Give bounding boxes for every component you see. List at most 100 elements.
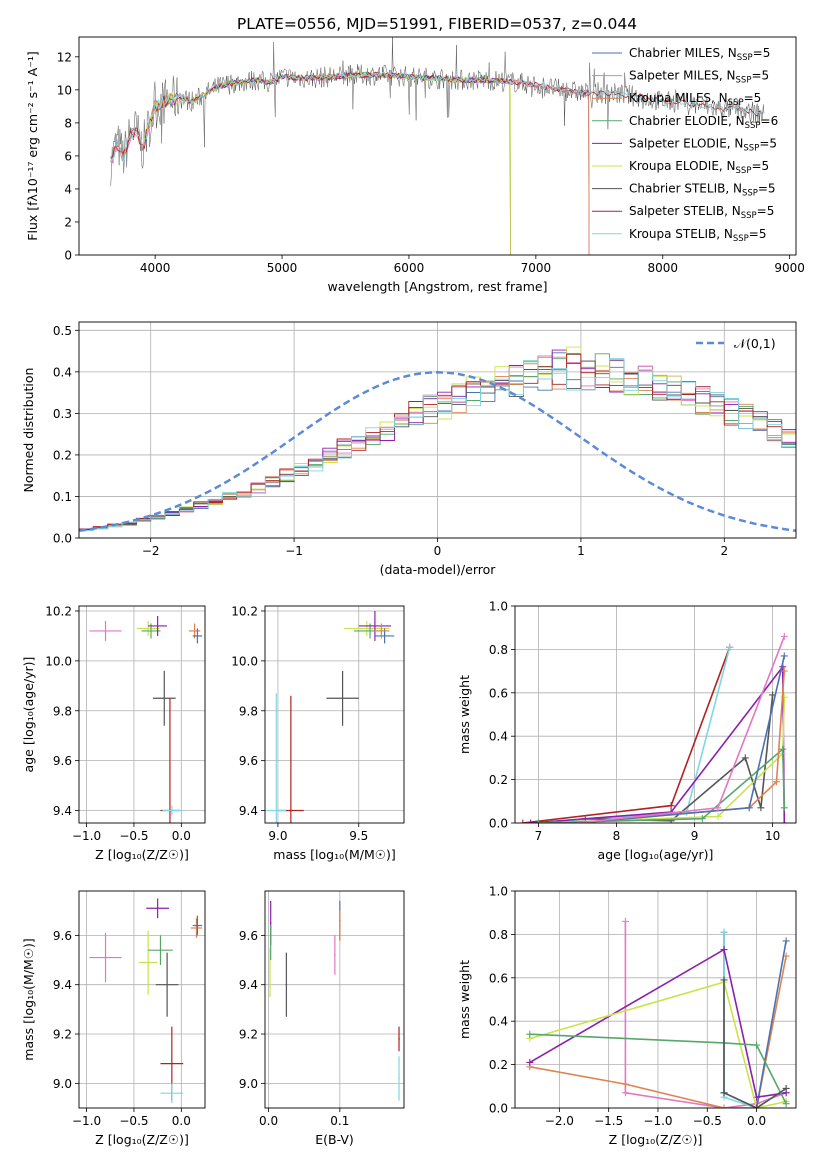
spectrum-ytick-label: 6	[64, 149, 72, 163]
weight-marker	[698, 815, 706, 823]
spectrum-ytick-label: 2	[64, 215, 72, 229]
age_vs_mass-ytick-label: 9.8	[239, 704, 258, 718]
weight-marker	[519, 819, 527, 823]
mass_weight_vs_age-xtick-label: 7	[535, 829, 543, 843]
spectrum-xtick-label: 6000	[394, 261, 425, 275]
spectrum-xlabel: wavelength [Angstrom, rest frame]	[327, 279, 547, 294]
age_vs_Z-ytick-label: 9.6	[53, 754, 72, 768]
mass_vs_Z-frame	[78, 890, 206, 1109]
mass_weight_vs_age-xlabel: age [log₁₀(age/yr)]	[598, 847, 714, 862]
age_vs_mass-ytick-label: 10.2	[231, 604, 258, 618]
mass_vs_Z-panel: −1.0 −0.5 0.0 9.0 9.2 9.4 9.6 Z [log₁₀(Z/Z☉)] ma…	[21, 890, 206, 1147]
mass_weight_vs_age-ytick-label: 0.8	[489, 643, 508, 657]
legend-suffix: =5	[744, 91, 762, 105]
weight-marker	[714, 804, 722, 812]
mass_vs_Z-xtick-label: 0.0	[172, 1114, 191, 1128]
age_vs_Z-ytick-label: 9.4	[53, 804, 72, 818]
weight-marker	[782, 937, 790, 945]
weight-marker	[621, 1089, 629, 1097]
mass_vs_Z-ylabel: mass [log₁₀(M/M☉)]	[21, 938, 36, 1060]
weight-marker	[780, 652, 788, 660]
weight-line-kroupa-elodie	[529, 981, 787, 1108]
mass_vs_ebv-panel: 0.0 0.1 9.0 9.2 9.4 9.6 E(B-V)	[239, 890, 405, 1147]
legend-entry: Kroupa ELODIE, NSSP=5	[629, 159, 769, 176]
spectrum-line-salpeter-elodie	[209, 71, 511, 255]
residuals-xtick-label: −2	[142, 544, 160, 558]
spectrum-ytick-label: 8	[64, 116, 72, 130]
mass_weight_vs_age-plot-area	[519, 632, 788, 823]
age_vs_mass-xtick-label: 9.5	[349, 829, 368, 843]
age_vs_mass-plot-area	[266, 610, 395, 823]
legend-entry: Salpeter ELODIE, NSSP=5	[629, 136, 777, 153]
residuals-ytick-label: 0.2	[53, 448, 72, 462]
weight-marker	[526, 1058, 534, 1066]
spectrum-ytick-label: 10	[57, 83, 72, 97]
residuals-ytick-label: 0.1	[53, 490, 72, 504]
weight-line-salpeter-elodie	[529, 948, 787, 1099]
age_vs_mass-ytick-label: 10.0	[231, 654, 258, 668]
mass_weight_vs_age-ytick-label: 0.6	[489, 686, 508, 700]
age_vs_Z-xtick-label: 0.0	[172, 829, 191, 843]
weight-line-salpeter-elodie	[530, 664, 786, 823]
weight-marker	[720, 1089, 728, 1097]
legend-suffix: =5	[757, 204, 775, 218]
weight-marker	[753, 1104, 761, 1108]
weight-marker	[753, 1041, 761, 1049]
mass_weight_vs_age-ytick-label: 0.2	[489, 773, 508, 787]
histogram-kroupa-stelib	[79, 358, 796, 538]
legend-subscript: SSP	[745, 121, 761, 131]
age_vs_mass-ytick-label: 9.4	[239, 804, 258, 818]
weight-line-chabrier-elodie	[529, 1033, 787, 1105]
mass_weight_vs_Z-ytick-label: 0.6	[489, 971, 508, 985]
mass_weight_vs_Z-ytick-label: 0.4	[489, 1015, 508, 1029]
mass_weight_vs_Z-xtick-label: −1.5	[594, 1114, 623, 1128]
legend-subscript: SSP	[737, 53, 753, 63]
weight-marker	[526, 1030, 534, 1038]
legend-entry: Salpeter STELIB, NSSP=5	[629, 204, 774, 221]
legend-suffix: =6	[761, 114, 779, 128]
weight-marker	[527, 819, 535, 823]
age_vs_Z-ylabel: age [log₁₀(age/yr)]	[21, 657, 36, 773]
age_vs_mass-frame	[264, 605, 405, 824]
mass_vs_ebv-ytick-label: 9.0	[239, 1077, 258, 1091]
age_vs_Z-xtick-label: −0.5	[119, 829, 148, 843]
age_vs_Z-xlabel: Z [log₁₀(Z/Z☉)]	[95, 847, 189, 862]
weight-marker	[621, 1080, 629, 1088]
legend-suffix: =5	[749, 227, 767, 241]
residuals-xtick-label: 0	[434, 544, 442, 558]
weight-marker	[782, 1100, 790, 1108]
legend-suffix: =5	[758, 182, 776, 196]
age_vs_Z-panel: −1.0 −0.5 0.0 9.4 9.6 9.8 10.0 10.2 Z [log₁₀(Z/Z…	[21, 604, 206, 862]
mass_vs_Z-xtick-label: −0.5	[119, 1114, 148, 1128]
mass_vs_Z-ytick-label: 9.6	[53, 929, 72, 943]
legend-entry: Chabrier MILES, NSSP=5	[629, 46, 770, 63]
normal-curve	[79, 371, 796, 532]
residuals-xlabel: (data-model)/error	[380, 562, 497, 577]
weight-marker	[780, 632, 788, 640]
legend-subscript: SSP	[743, 143, 759, 153]
mass_weight_vs_age-ytick-label: 0.4	[489, 730, 508, 744]
mass_vs_Z-xtick-label: −1.0	[72, 1114, 101, 1128]
weight-marker	[621, 917, 629, 925]
weight-marker	[780, 819, 788, 823]
legend-entry: Salpeter MILES, NSSP=5	[629, 69, 769, 86]
mass_weight_vs_Z-plot-area	[526, 917, 790, 1108]
mass_vs_ebv-xtick-label: 0.0	[259, 1114, 278, 1128]
mass_weight_vs_Z-ylabel: mass weight	[457, 960, 472, 1039]
mass_vs_ebv-xtick-label: 0.1	[330, 1114, 349, 1128]
figure-title: PLATE=0556, MJD=51991, FIBERID=0537, z=0…	[237, 15, 637, 33]
mass_weight_vs_age-xtick-label: 8	[613, 829, 621, 843]
age_vs_Z-plot-area	[89, 615, 203, 823]
weight-marker	[667, 802, 675, 810]
spectrum-line-chabrier-elodie	[209, 71, 511, 255]
spectrum-xtick-label: 4000	[140, 261, 171, 275]
weight-marker	[780, 804, 788, 812]
mass_weight_vs_age-ytick-label: 0.0	[489, 817, 508, 831]
legend-subscript: SSP	[736, 166, 752, 176]
plots-layer: 4000 5000 6000 7000 8000 9000024681012wavelen…	[21, 36, 805, 1147]
age_vs_Z-xtick-label: −1.0	[72, 829, 101, 843]
mass_weight_vs_Z-ytick-label: 0.2	[489, 1058, 508, 1072]
age_vs_Z-ytick-label: 9.8	[53, 704, 72, 718]
spectrum-xtick-label: 5000	[267, 261, 298, 275]
mass_weight_vs_Z-xlabel: Z [log₁₀(Z/Z☉)]	[609, 1132, 703, 1147]
